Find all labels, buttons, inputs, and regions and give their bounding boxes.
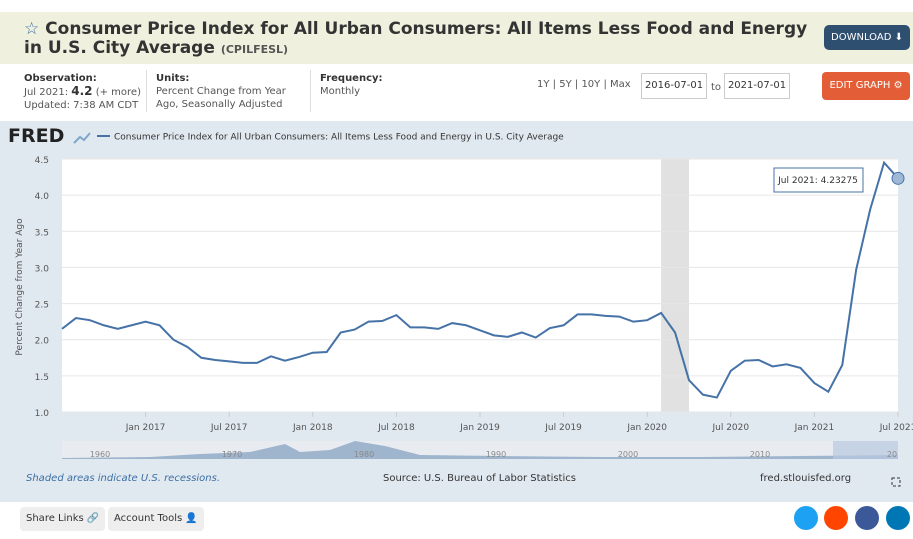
obs-date: Jul 2021: (24, 87, 69, 98)
navigator-label: 2000 (618, 450, 638, 459)
series-title: ☆ Consumer Price Index for All Urban Con… (24, 20, 824, 59)
fullscreen-icon[interactable] (891, 477, 901, 487)
to-date[interactable]: 2021-07-01 (724, 73, 790, 99)
twitter[interactable] (794, 506, 818, 530)
x-tick-label: Jul 2019 (544, 423, 582, 433)
divider (146, 70, 147, 112)
x-tick-label: Jan 2021 (794, 423, 835, 433)
x-tick-label: Jul 2021 (879, 423, 913, 433)
download-label: DOWNLOAD (831, 32, 892, 43)
separator: | (549, 79, 560, 90)
y-tick-label: 3.0 (35, 264, 50, 274)
y-axis-label: Percent Change from Year Ago (15, 218, 25, 356)
account-label: Account Tools (114, 513, 183, 524)
navigator-label: 1960 (90, 450, 110, 459)
x-tick-label: Jul 2018 (377, 423, 415, 433)
navigator-label: 1970 (222, 450, 242, 459)
x-tick-label: Jan 2017 (125, 423, 166, 433)
range-button[interactable]: Max (610, 79, 631, 90)
x-tick-label: Jul 2017 (210, 423, 248, 433)
star-icon[interactable]: ☆ (24, 19, 40, 39)
to-label: to (711, 82, 722, 93)
units-text: Percent Change from Year Ago, Seasonally… (156, 86, 286, 110)
navigator-label: 1990 (486, 450, 506, 459)
y-tick-label: 2.5 (35, 301, 49, 311)
label: Frequency: (320, 73, 383, 84)
hover-point (891, 171, 905, 185)
y-tick-label: 1.0 (35, 409, 50, 419)
share-label: Share Links (26, 513, 84, 524)
navigator-series (62, 441, 898, 459)
y-tick-label: 4.5 (35, 156, 49, 166)
observation: Observation: Jul 2021: 4.2 (+ more) Upda… (24, 72, 141, 112)
recession-shade (661, 159, 689, 412)
edit-label: EDIT GRAPH (829, 80, 891, 91)
download-button[interactable]: DOWNLOAD ⬇ (824, 25, 910, 50)
range-button[interactable]: 1Y (537, 79, 550, 90)
from-date[interactable]: 2016-07-01 (641, 73, 707, 99)
x-tick-label: Jul 2020 (711, 423, 749, 433)
updated: Updated: 7:38 AM CDT (24, 100, 139, 111)
units: Units: Percent Change from Year Ago, Seas… (156, 72, 311, 111)
legend-label: Consumer Price Index for All Urban Consu… (114, 133, 564, 143)
facebook[interactable] (855, 506, 879, 530)
range-button[interactable]: 5Y (559, 79, 572, 90)
recessions-note: Shaded areas indicate U.S. recessions. (26, 473, 221, 484)
x-tick-label: Jan 2019 (459, 423, 500, 433)
header-band (0, 12, 913, 64)
share-links[interactable]: Share Links 🔗 (20, 507, 106, 531)
title-text: Consumer Price Index for All Urban Consu… (24, 19, 808, 58)
account-tools[interactable]: Account Tools 👤 (108, 507, 204, 531)
tooltip-text: Jul 2021: 4.23275 (777, 176, 858, 186)
x-tick-label: Jan 2020 (626, 423, 667, 433)
series-line (61, 160, 899, 399)
frequency-text: Monthly (320, 86, 361, 97)
label: Observation: (24, 73, 97, 84)
reddit[interactable] (824, 506, 848, 530)
navigator-label: 1980 (354, 450, 374, 459)
separator: | (571, 79, 582, 90)
navigator-window[interactable] (833, 441, 898, 459)
tooltip-box (773, 167, 864, 193)
y-tick-label: 1.5 (35, 373, 49, 383)
y-tick-label: 3.5 (35, 228, 49, 238)
edit-graph-button[interactable]: EDIT GRAPH ⚙ (822, 72, 910, 100)
label: Units: (156, 73, 190, 84)
x-tick-label: Jan 2018 (292, 423, 333, 433)
fred-logo: FRED (8, 125, 64, 147)
source: Source: U.S. Bureau of Labor Statistics (383, 473, 576, 484)
navigator-label: 2010 (750, 450, 770, 459)
separator: | (600, 79, 611, 90)
range-button[interactable]: 10Y (581, 79, 601, 90)
logo-icon (73, 132, 91, 144)
obs-value: 4.2 (71, 84, 93, 98)
divider (310, 70, 311, 112)
plot-area (62, 159, 898, 412)
frequency: Frequency: Monthly (320, 72, 383, 98)
more-link[interactable]: (+ more) (95, 87, 141, 98)
y-tick-label: 2.0 (35, 337, 50, 347)
social-icons (794, 506, 910, 530)
range-buttons: 1Y | 5Y | 10Y | Max (537, 79, 631, 90)
y-tick-label: 4.0 (35, 192, 50, 202)
navigator-label: 20 (887, 450, 897, 459)
series-id: (CPILFESL) (220, 43, 289, 56)
site: fred.stlouisfed.org (760, 473, 852, 484)
linkedin[interactable] (886, 506, 910, 530)
